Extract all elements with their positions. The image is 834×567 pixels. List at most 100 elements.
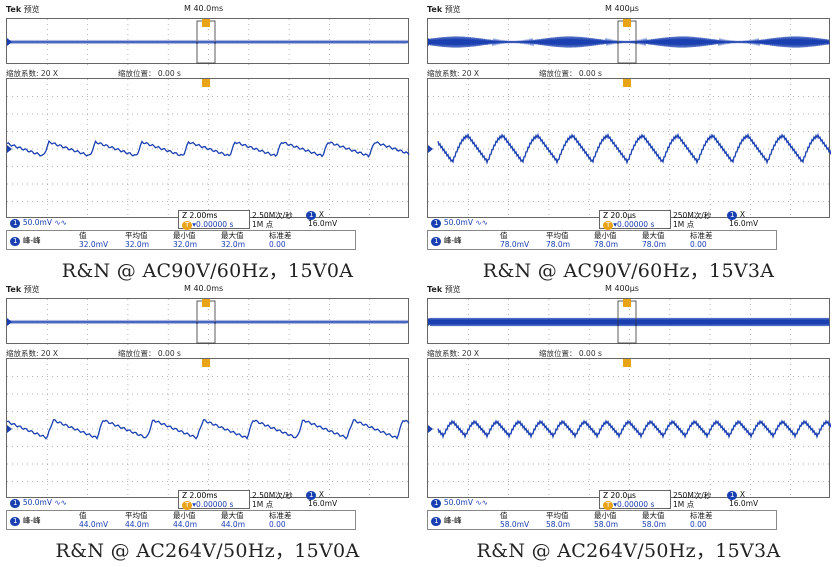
meas-max: 最大值 32.0m bbox=[221, 231, 246, 249]
meas-mean: 平均值 58.0m bbox=[546, 511, 571, 529]
zoomed-waveform bbox=[6, 358, 410, 499]
scope-panel-1: Tek 预览 M 40.0ms 缩放系数: 20 X 缩放位置： 0.00 s … bbox=[6, 4, 410, 286]
measurement-row: 1 峰-峰 值 32.0mV 平均值 32.0m 最小值 32.0m 最大值 32.0m… bbox=[6, 230, 356, 250]
measurement-row: 1 峰-峰 值 78.0mV 平均值 78.0m 最小值 78.0m 最大值 78.0m… bbox=[427, 230, 777, 250]
scope-panel-4: Tek 预览 M 400μs 缩放系数: 20 X 缩放位置： 0.00 s Z… bbox=[427, 284, 831, 566]
zoom-time-box: Z 2.00ms T ▾0.00000 s bbox=[178, 210, 250, 230]
trigger-marker-icon bbox=[202, 19, 210, 27]
panel-caption: R&N @ AC90V/60Hz，15V3A bbox=[482, 260, 775, 282]
sample-rate: 250M次/秒 bbox=[673, 491, 712, 500]
channel-marker-icon bbox=[428, 425, 433, 433]
mode-label: 预览 bbox=[23, 5, 40, 14]
zoom-factor: 缩放系数: 20 X bbox=[6, 349, 58, 358]
zoom-position: 缩放位置： 0.00 s bbox=[118, 349, 181, 358]
trigger-level: 16.0mV bbox=[308, 499, 338, 508]
zoom-factor: 缩放系数: 20 X bbox=[6, 69, 58, 78]
overview-trace bbox=[8, 39, 409, 45]
channel-scale: 1 50.0mV ∿∿ bbox=[431, 498, 488, 508]
zoomed-trace bbox=[7, 139, 410, 158]
record-length: 1M 点 bbox=[673, 500, 695, 509]
overview-trace bbox=[429, 317, 830, 327]
trigger-level: 16.0mV bbox=[729, 499, 759, 508]
panel-caption: R&N @ AC90V/60Hz，15V0A bbox=[61, 260, 354, 282]
brand-logo: Tek bbox=[427, 285, 443, 294]
header-left: Tek 预览 bbox=[427, 284, 461, 295]
brand-logo: Tek bbox=[6, 285, 22, 294]
meas-value: 值 78.0mV bbox=[500, 231, 530, 249]
meas-min: 最小值 58.0m bbox=[594, 511, 619, 529]
trigger-marker-icon bbox=[202, 359, 210, 367]
scope-panel-3: Tek 预览 M 40.0ms 缩放系数: 20 X 缩放位置： 0.00 s … bbox=[6, 284, 410, 566]
meas-name: 1 峰-峰 bbox=[431, 236, 462, 246]
channel-scale: 1 50.0mV ∿∿ bbox=[431, 218, 488, 228]
timebase-label: M 40.0ms bbox=[184, 4, 224, 13]
meas-min: 最小值 44.0m bbox=[173, 511, 198, 529]
measurement-row: 1 峰-峰 值 44.0mV 平均值 44.0m 最小值 44.0m 最大值 44.0m… bbox=[6, 510, 356, 530]
zoom-position: 缩放位置： 0.00 s bbox=[539, 349, 602, 358]
brand-logo: Tek bbox=[427, 5, 443, 14]
meas-stddev: 标准差 0.00 bbox=[690, 511, 713, 529]
panel-caption: R&N @ AC264V/50Hz，15V3A bbox=[476, 540, 781, 562]
mode-label: 预览 bbox=[23, 285, 40, 294]
meas-mean: 平均值 44.0m bbox=[125, 511, 150, 529]
zoom-time-box: Z 2.00ms T ▾0.00000 s bbox=[178, 490, 250, 510]
meas-max: 最大值 58.0m bbox=[642, 511, 667, 529]
overview-trace bbox=[429, 36, 830, 48]
meas-max: 最大值 78.0m bbox=[642, 231, 667, 249]
header-left: Tek 预览 bbox=[427, 4, 461, 15]
overview-waveform bbox=[6, 18, 410, 65]
trigger-marker-icon bbox=[623, 19, 631, 27]
channel-scale: 1 50.0mV ∿∿ bbox=[10, 498, 67, 508]
zoomed-trace bbox=[437, 419, 831, 439]
header-left: Tek 预览 bbox=[6, 284, 40, 295]
record-length: 1M 点 bbox=[252, 500, 274, 509]
timebase-label: M 40.0ms bbox=[184, 284, 224, 293]
meas-min: 最小值 32.0m bbox=[173, 231, 198, 249]
meas-value: 值 32.0mV bbox=[79, 231, 109, 249]
panel-caption: R&N @ AC264V/50Hz，15V0A bbox=[55, 540, 360, 562]
overview-waveform bbox=[427, 298, 831, 345]
oscilloscope-screen: Tek 预览 M 400μs 缩放系数: 20 X 缩放位置： 0.00 s Z… bbox=[427, 284, 831, 534]
overview-waveform bbox=[427, 18, 831, 65]
meas-name: 1 峰-峰 bbox=[10, 236, 41, 246]
channel-marker-icon bbox=[7, 145, 12, 153]
sample-rate: 2.50M次/秒 bbox=[252, 491, 293, 500]
meas-min: 最小值 78.0m bbox=[594, 231, 619, 249]
zoomed-waveform bbox=[427, 358, 831, 499]
trigger-channel: 1 X bbox=[727, 490, 745, 500]
meas-stddev: 标准差 0.00 bbox=[269, 231, 292, 249]
zoomed-trace bbox=[7, 419, 410, 441]
trigger-channel: 1 X bbox=[306, 490, 324, 500]
sample-rate: 250M次/秒 bbox=[673, 211, 712, 220]
trigger-marker-icon bbox=[202, 79, 210, 87]
meas-name: 1 峰-峰 bbox=[10, 516, 41, 526]
header-left: Tek 预览 bbox=[6, 4, 40, 15]
channel-marker-icon bbox=[428, 145, 433, 153]
zoomed-waveform bbox=[6, 78, 410, 219]
timebase-label: M 400μs bbox=[605, 284, 639, 293]
oscilloscope-screen: Tek 预览 M 40.0ms 缩放系数: 20 X 缩放位置： 0.00 s … bbox=[6, 4, 410, 254]
meas-mean: 平均值 32.0m bbox=[125, 231, 150, 249]
trigger-channel: 1 X bbox=[306, 210, 324, 220]
scope-panel-2: Tek 预览 M 400μs 缩放系数: 20 X 缩放位置： 0.00 s Z… bbox=[427, 4, 831, 286]
meas-name: 1 峰-峰 bbox=[431, 516, 462, 526]
channel-marker-icon bbox=[428, 318, 433, 326]
meas-value: 值 44.0mV bbox=[79, 511, 109, 529]
trigger-channel: 1 X bbox=[727, 210, 745, 220]
trigger-level: 16.0mV bbox=[308, 219, 338, 228]
zoom-position: 缩放位置： 0.00 s bbox=[539, 69, 602, 78]
mode-label: 预览 bbox=[444, 285, 461, 294]
meas-stddev: 标准差 0.00 bbox=[269, 511, 292, 529]
meas-mean: 平均值 78.0m bbox=[546, 231, 571, 249]
mode-label: 预览 bbox=[444, 5, 461, 14]
channel-scale: 1 50.0mV ∿∿ bbox=[10, 218, 67, 228]
channel-marker-icon bbox=[7, 38, 12, 46]
timebase-label: M 400μs bbox=[605, 4, 639, 13]
meas-value: 值 58.0mV bbox=[500, 511, 530, 529]
oscilloscope-screen: Tek 预览 M 400μs 缩放系数: 20 X 缩放位置： 0.00 s Z… bbox=[427, 4, 831, 254]
record-length: 1M 点 bbox=[673, 220, 695, 229]
overview-trace bbox=[8, 319, 409, 325]
channel-marker-icon bbox=[7, 425, 12, 433]
zoomed-waveform bbox=[427, 78, 831, 219]
brand-logo: Tek bbox=[6, 5, 22, 14]
